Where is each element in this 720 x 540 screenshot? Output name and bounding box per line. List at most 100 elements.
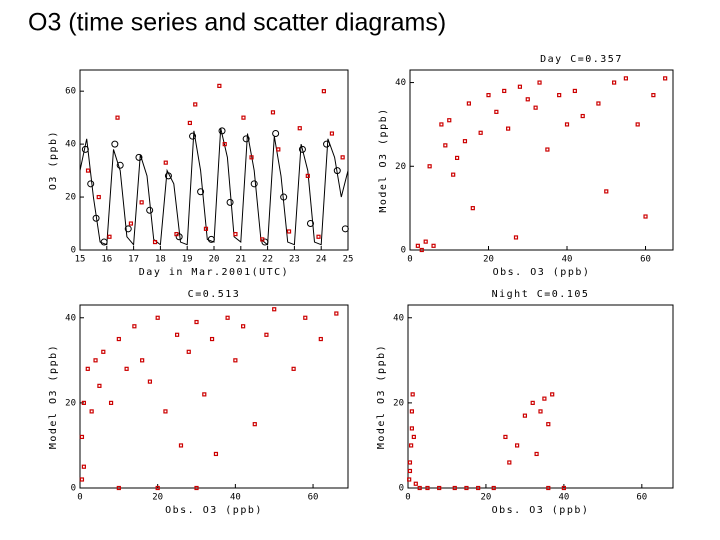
plot-frame	[407, 304, 674, 489]
point	[297, 126, 302, 131]
point	[89, 409, 94, 414]
point	[139, 200, 144, 205]
point	[643, 214, 648, 219]
point	[550, 392, 555, 397]
point	[503, 434, 508, 440]
point	[81, 400, 86, 405]
obs-point	[111, 140, 119, 148]
point	[423, 239, 428, 244]
obs-point	[272, 130, 280, 138]
point	[564, 122, 570, 127]
point	[334, 311, 339, 316]
point	[623, 76, 628, 81]
point	[502, 88, 507, 94]
y-axis-label: O3 (ppb)	[48, 130, 59, 190]
point	[533, 105, 538, 110]
y-tick-label: 20	[395, 162, 406, 172]
y-tick-label: 60	[65, 87, 76, 97]
y-tick-label: 0	[71, 246, 76, 256]
obs-point	[226, 198, 234, 206]
x-tick-label: 21	[235, 255, 246, 265]
point	[270, 110, 276, 115]
point	[545, 147, 550, 152]
point	[155, 485, 160, 491]
point	[407, 468, 413, 474]
point	[260, 237, 265, 242]
point	[233, 232, 238, 237]
obs-point	[242, 135, 250, 143]
point	[507, 460, 512, 465]
point	[470, 206, 475, 211]
obs-point	[100, 238, 108, 246]
x-tick-label: 60	[308, 493, 319, 503]
obs-point	[207, 235, 215, 243]
point	[486, 93, 491, 98]
x-tick-label: 23	[289, 255, 300, 265]
point	[202, 392, 207, 397]
point	[409, 443, 414, 448]
plot-title: Night C=0.105	[492, 289, 590, 300]
point	[464, 485, 469, 491]
point	[276, 147, 281, 152]
point	[340, 155, 345, 160]
point	[451, 172, 456, 177]
x-axis-label: Obs. O3 (ppb)	[493, 267, 591, 278]
point	[203, 226, 209, 231]
point	[252, 422, 257, 427]
obs-point	[333, 167, 341, 175]
point	[249, 155, 254, 160]
x-tick-label: 0	[77, 493, 82, 503]
point	[534, 451, 539, 457]
point	[163, 160, 168, 165]
plot-frame	[409, 69, 674, 251]
point	[604, 189, 609, 194]
point	[316, 234, 321, 239]
point	[476, 485, 481, 491]
point	[411, 434, 416, 440]
point	[415, 243, 420, 248]
point	[515, 443, 520, 448]
point	[101, 349, 106, 354]
obs-point	[87, 180, 95, 188]
point	[407, 477, 412, 482]
point	[305, 173, 310, 178]
obs-point	[197, 188, 205, 196]
point	[303, 315, 308, 320]
plot-frame	[79, 304, 349, 489]
y-tick-label: 40	[393, 313, 404, 323]
point	[321, 89, 326, 94]
point	[538, 409, 543, 414]
point	[439, 122, 444, 127]
plot-title: Day C=0.357	[540, 54, 623, 65]
point	[194, 319, 199, 325]
x-axis-label: Day in Mar.2001(UTC)	[139, 267, 289, 278]
point	[194, 485, 199, 491]
point	[193, 102, 198, 107]
point	[612, 80, 617, 85]
point	[419, 247, 424, 253]
obs-point	[250, 180, 258, 188]
y-tick-label: 40	[65, 140, 76, 150]
slide-title: O3 (time series and scatter diagrams)	[28, 9, 446, 37]
point	[455, 155, 460, 161]
obs-point	[164, 172, 172, 180]
point	[174, 232, 179, 237]
point	[155, 315, 160, 320]
point	[513, 235, 519, 240]
point	[635, 122, 640, 127]
point	[663, 76, 668, 81]
obs-point	[341, 225, 349, 233]
obs-point	[175, 233, 183, 241]
obs-point	[218, 127, 226, 135]
point	[264, 332, 269, 337]
point	[506, 126, 511, 131]
point	[530, 400, 535, 405]
x-tick-label: 17	[128, 255, 139, 265]
point	[85, 168, 91, 173]
x-axis-label: Obs. O3 (ppb)	[165, 505, 263, 516]
x-tick-label: 24	[316, 255, 327, 265]
point	[409, 426, 414, 431]
point	[651, 93, 656, 98]
point	[116, 485, 121, 491]
